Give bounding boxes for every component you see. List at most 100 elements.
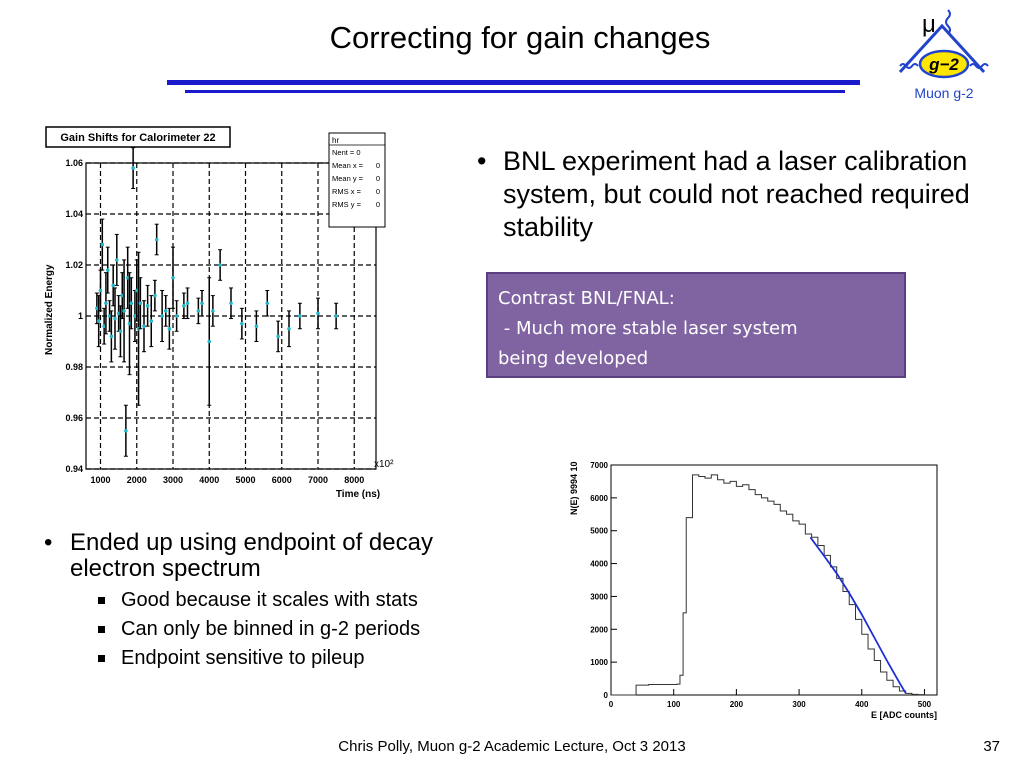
chart2-plot-area: 0 1000 2000 3000 4000 5000 6000 7000 0 100 200 300 4… — [590, 461, 938, 709]
chart1-point — [109, 334, 114, 339]
chart1-point — [276, 334, 280, 339]
chart2-ytick-label: 3000 — [590, 592, 608, 601]
chart2-ytick-label: 4000 — [590, 560, 608, 569]
bullet-main-text: Ended up using endpoint of decay electro… — [70, 529, 433, 582]
chart1-ytick-label: 1 — [78, 311, 83, 321]
callout-box: Contrast BNL/FNAL: - Much more stable la… — [486, 272, 906, 378]
stats-label: RMS x = — [332, 187, 362, 196]
gain-shift-chart: Gain Shifts for Calorimeter 22 0.94 0.96 0… — [44, 126, 394, 500]
chart1-ytick-label: 1.06 — [65, 158, 83, 168]
chart1-point — [129, 301, 134, 306]
chart2-ytick-label: 1000 — [590, 658, 608, 667]
chart2-ytick-label: 5000 — [590, 527, 608, 536]
chart1-point — [185, 301, 190, 306]
chart1-point — [218, 263, 222, 267]
chart1-point — [334, 314, 338, 318]
stats-label: Mean x = — [332, 161, 364, 170]
footer-text: Chris Polly, Muon g-2 Academic Lecture, … — [338, 738, 686, 755]
chart2-xtick-label: 0 — [609, 700, 614, 709]
chart1-point — [102, 324, 106, 328]
chart1-point — [104, 301, 108, 306]
chart1-ytick-label: 0.96 — [65, 413, 83, 423]
chart1-xtick-label: 4000 — [199, 475, 219, 485]
sub-bullet: Good because it scales with stats — [40, 586, 510, 615]
chart1-ylabel: Normalized Energy — [44, 264, 55, 355]
chart2-fit-line — [809, 536, 907, 694]
logo-mu: μ — [922, 11, 936, 38]
logo-triangle — [898, 23, 986, 74]
chart1-point — [124, 428, 128, 433]
chart1-point — [154, 237, 159, 242]
chart1-point — [96, 319, 101, 323]
bullets-bottom: • Ended up using endpoint of decay elect… — [40, 530, 510, 673]
title-underline-thick — [167, 80, 860, 85]
chart2-frame — [610, 464, 938, 696]
stats-value: 0 — [376, 161, 380, 170]
chart1-point — [182, 304, 186, 308]
chart1-xlabel: Time (ns) — [336, 489, 380, 500]
chart2-xtick-label: 300 — [792, 700, 806, 709]
chart2-xlabel: E [ADC counts] — [871, 710, 937, 720]
title-underline-thin — [185, 90, 845, 93]
bullet-dot: • — [477, 146, 487, 176]
chart1-xtick-label: 1000 — [90, 475, 110, 485]
sub-bullet-text: Good because it scales with stats — [121, 589, 418, 611]
logo-wave-left — [899, 63, 919, 69]
chart1-point — [113, 316, 117, 321]
chart1-xtick-label: 5000 — [235, 475, 255, 485]
chart1-point — [163, 309, 168, 313]
chart1-point — [116, 311, 121, 316]
chart1-point — [122, 309, 126, 313]
logo-badge — [918, 49, 970, 79]
square-bullet-icon — [98, 626, 105, 633]
chart1-point — [200, 301, 204, 306]
chart1-xtick-label: 7000 — [308, 475, 328, 485]
sub-bullet: Endpoint sensitive to pileup — [40, 644, 510, 673]
chart2-ytick-label: 6000 — [590, 494, 608, 503]
chart1-point — [287, 326, 291, 331]
chart1-point — [111, 283, 115, 288]
chart1-point — [98, 288, 103, 293]
chart1-point — [107, 314, 112, 318]
chart2-xtick-label: 100 — [667, 700, 681, 709]
square-bullet-icon — [98, 655, 105, 662]
chart2-ytick-label: 0 — [604, 691, 609, 700]
chart1-point — [298, 314, 302, 318]
chart1-xtick-label: 3000 — [163, 475, 183, 485]
chart2-xtick-label: 200 — [730, 700, 744, 709]
bullet-dot: • — [44, 529, 53, 556]
chart2-histogram — [611, 474, 925, 696]
stats-label: Nent = 0 — [332, 148, 361, 157]
chart1-xtick-label: 6000 — [272, 475, 292, 485]
chart1-point — [105, 268, 110, 272]
muon-g2-logo: μ g−2 Muon g-2 — [898, 9, 989, 101]
chart1-point — [142, 324, 146, 328]
chart1-stats-box: hr Nent = 0 Mean x = 0 Mean y = 0 RMS x = 0 RMS… — [328, 132, 386, 228]
chart1-ytick-label: 1.04 — [65, 209, 83, 219]
sub-bullet-text: Can only be binned in g-2 periods — [121, 618, 421, 640]
chart1-point — [160, 314, 164, 318]
bullet-main: • Ended up using endpoint of decay elect… — [40, 530, 510, 582]
logo-wave-right — [969, 63, 989, 69]
chart1-point — [138, 301, 143, 306]
stats-label: RMS y = — [332, 200, 362, 209]
logo-caption: Muon g-2 — [914, 85, 973, 101]
chart1-point — [149, 319, 154, 323]
stats-title: hr — [332, 136, 339, 145]
chart1-ytick-label: 1.02 — [65, 260, 83, 270]
chart1-point — [127, 321, 132, 326]
slide-title: Correcting for gain changes — [329, 20, 711, 55]
chart1-title-box — [45, 126, 231, 148]
bullet-top-text: BNL experiment had a laser calibration s… — [503, 146, 970, 242]
callout-line-3: being developed — [498, 348, 649, 369]
chart1-ytick-label: 0.94 — [65, 464, 83, 474]
chart1-point — [133, 314, 137, 318]
chart1-x-multiplier: x10² — [374, 459, 394, 470]
chart1-point — [125, 275, 130, 280]
chart2-xtick-label: 500 — [918, 700, 932, 709]
chart1-point — [95, 306, 99, 311]
callout-line-1: Contrast BNL/FNAL: — [498, 288, 675, 309]
chart1-title: Gain Shifts for Calorimeter 22 — [60, 132, 215, 144]
chart2-ytick-label: 2000 — [590, 625, 608, 634]
stats-value: 0 — [376, 200, 380, 209]
